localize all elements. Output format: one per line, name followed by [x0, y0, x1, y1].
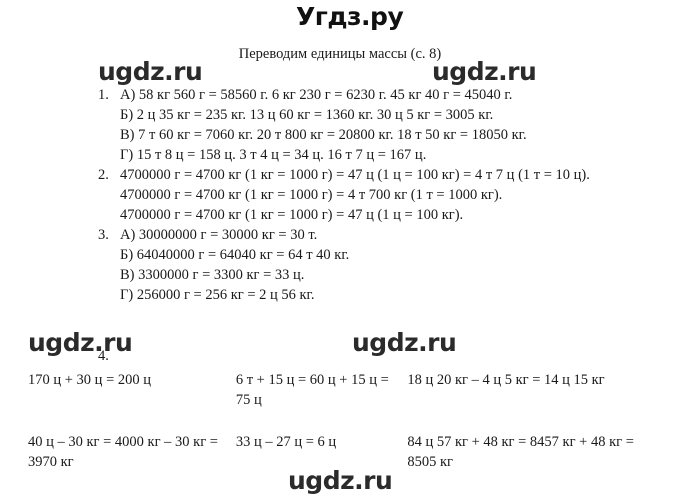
task-item-4-number: 4.	[98, 348, 109, 364]
task-list: 1. А) 58 кг 560 г = 58560 г. 6 кг 230 г …	[98, 85, 654, 305]
site-watermark: ugdz.ru	[432, 57, 537, 86]
site-watermark: ugdz.ru	[352, 328, 457, 357]
task-body: 4700000 г = 4700 кг (1 кг = 1000 г) = 47…	[120, 165, 654, 225]
site-watermark: ugdz.ru	[98, 57, 203, 86]
table-cell: 33 ц – 27 ц = 6 ц	[235, 434, 337, 450]
task-line: 4700000 г = 4700 кг (1 кг = 1000 г) = 47…	[120, 167, 590, 183]
task-line: А) 30000000 г = 30000 кг = 30 т.	[120, 227, 318, 243]
table-cell: 170 ц + 30 ц = 200 ц	[28, 372, 152, 388]
task-line: В) 3300000 г = 3300 кг = 33 ц.	[120, 267, 305, 283]
table-cell: 84 ц 57 кг + 48 кг = 8457 кг + 48 кг = 8…	[407, 434, 634, 470]
task-line: А) 58 кг 560 г = 58560 г. 6 кг 230 г = 6…	[120, 87, 513, 103]
site-watermark: ugdz.ru	[28, 328, 133, 357]
task-line: 4700000 г = 4700 кг (1 кг = 1000 г) = 47…	[120, 207, 464, 223]
task-4-table: 170 ц + 30 ц = 200 ц 6 т + 15 ц = 60 ц +…	[28, 370, 654, 494]
task-line: В) 7 т 60 кг = 7060 кг. 20 т 800 кг = 20…	[120, 127, 527, 143]
task-line: Г) 15 т 8 ц = 158 ц. 3 т 4 ц = 34 ц. 16 …	[120, 147, 427, 163]
site-watermark-header: Угдз.ру	[296, 2, 404, 31]
task-item-3: 3. А) 30000000 г = 30000 кг = 30 т. Б) 6…	[98, 225, 654, 305]
task-item-2: 2. 4700000 г = 4700 кг (1 кг = 1000 г) =…	[98, 165, 654, 225]
task-body: А) 58 кг 560 г = 58560 г. 6 кг 230 г = 6…	[120, 85, 654, 165]
table-row: 40 ц – 30 кг = 4000 кг – 30 кг = 3970 кг…	[28, 432, 654, 494]
task-number: 3.	[98, 227, 109, 243]
site-watermark: ugdz.ru	[288, 466, 393, 495]
task-number: 2.	[98, 167, 109, 183]
page-title: Переводим единицы массы (с. 8)	[238, 46, 442, 62]
task-line: Б) 64040000 г = 64040 кг = 64 т 40 кг.	[120, 247, 350, 263]
task-line: 4700000 г = 4700 кг (1 кг = 1000 г) = 4 …	[120, 187, 503, 203]
table-row: 170 ц + 30 ц = 200 ц 6 т + 15 ц = 60 ц +…	[28, 370, 654, 432]
task-line: Г) 256000 г = 256 кг = 2 ц 56 кг.	[120, 287, 315, 303]
task-item-1: 1. А) 58 кг 560 г = 58560 г. 6 кг 230 г …	[98, 85, 654, 165]
table-cell: 18 ц 20 кг – 4 ц 5 кг = 14 ц 15 кг	[407, 372, 605, 388]
task-line: Б) 2 ц 35 кг = 235 кг. 13 ц 60 кг = 1360…	[120, 107, 494, 123]
table-cell: 6 т + 15 ц = 60 ц + 15 ц = 75 ц	[235, 372, 389, 408]
table-cell: 40 ц – 30 кг = 4000 кг – 30 кг = 3970 кг	[28, 434, 218, 470]
task-number: 1.	[98, 87, 109, 103]
task-body: А) 30000000 г = 30000 кг = 30 т. Б) 6404…	[120, 225, 654, 305]
